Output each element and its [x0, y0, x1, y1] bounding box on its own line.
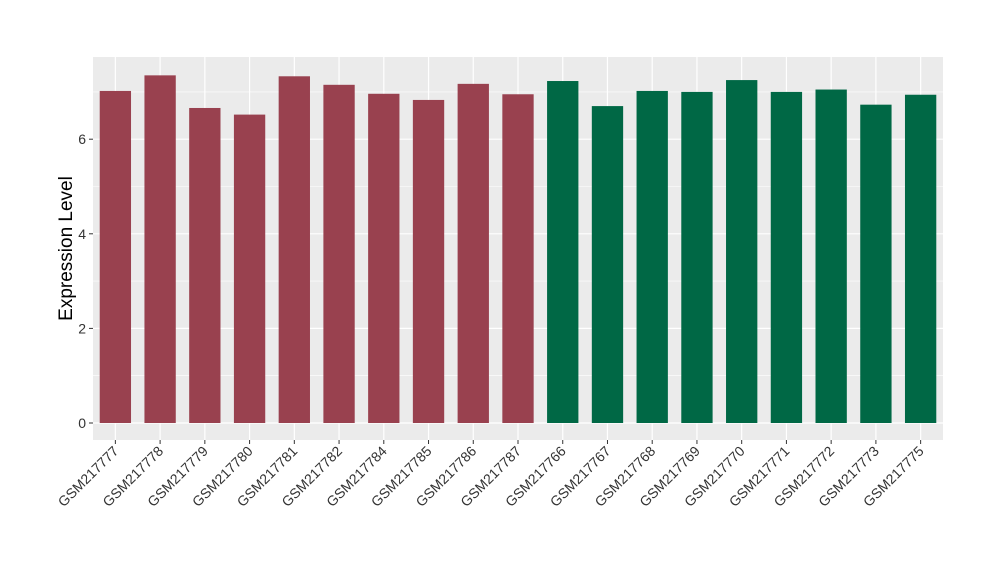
bar-GSM217784 [368, 93, 400, 423]
bar-GSM217778 [144, 75, 176, 423]
bar-GSM217768 [636, 90, 668, 423]
bar-GSM217767 [591, 106, 624, 423]
bar-GSM217780 [233, 114, 266, 423]
bar-GSM217785 [412, 99, 445, 423]
bar-GSM217772 [815, 89, 847, 423]
y-tick-label: 2 [78, 320, 86, 336]
y-axis: 0 2 4 6 [78, 131, 93, 431]
bar-GSM217773 [860, 104, 892, 424]
bar-GSM217775 [904, 94, 937, 424]
bars [99, 75, 937, 424]
bar-GSM217786 [457, 83, 489, 424]
y-axis-title: Expression Level [56, 176, 77, 321]
bar-GSM217781 [278, 76, 310, 423]
bar-GSM217769 [681, 91, 713, 424]
y-tick-label: 4 [78, 226, 86, 242]
x-axis: GSM217777GSM217778GSM217779GSM217780GSM2… [55, 440, 927, 510]
y-tick-label: 0 [78, 415, 86, 431]
bar-GSM217779 [189, 107, 221, 423]
bar-GSM217766 [547, 81, 579, 424]
bar-GSM217777 [99, 90, 132, 423]
bar-GSM217782 [323, 84, 355, 423]
bar-GSM217770 [726, 80, 758, 423]
bar-GSM217787 [502, 94, 534, 423]
y-tick-label: 6 [78, 131, 86, 147]
bar-GSM217771 [770, 91, 803, 424]
